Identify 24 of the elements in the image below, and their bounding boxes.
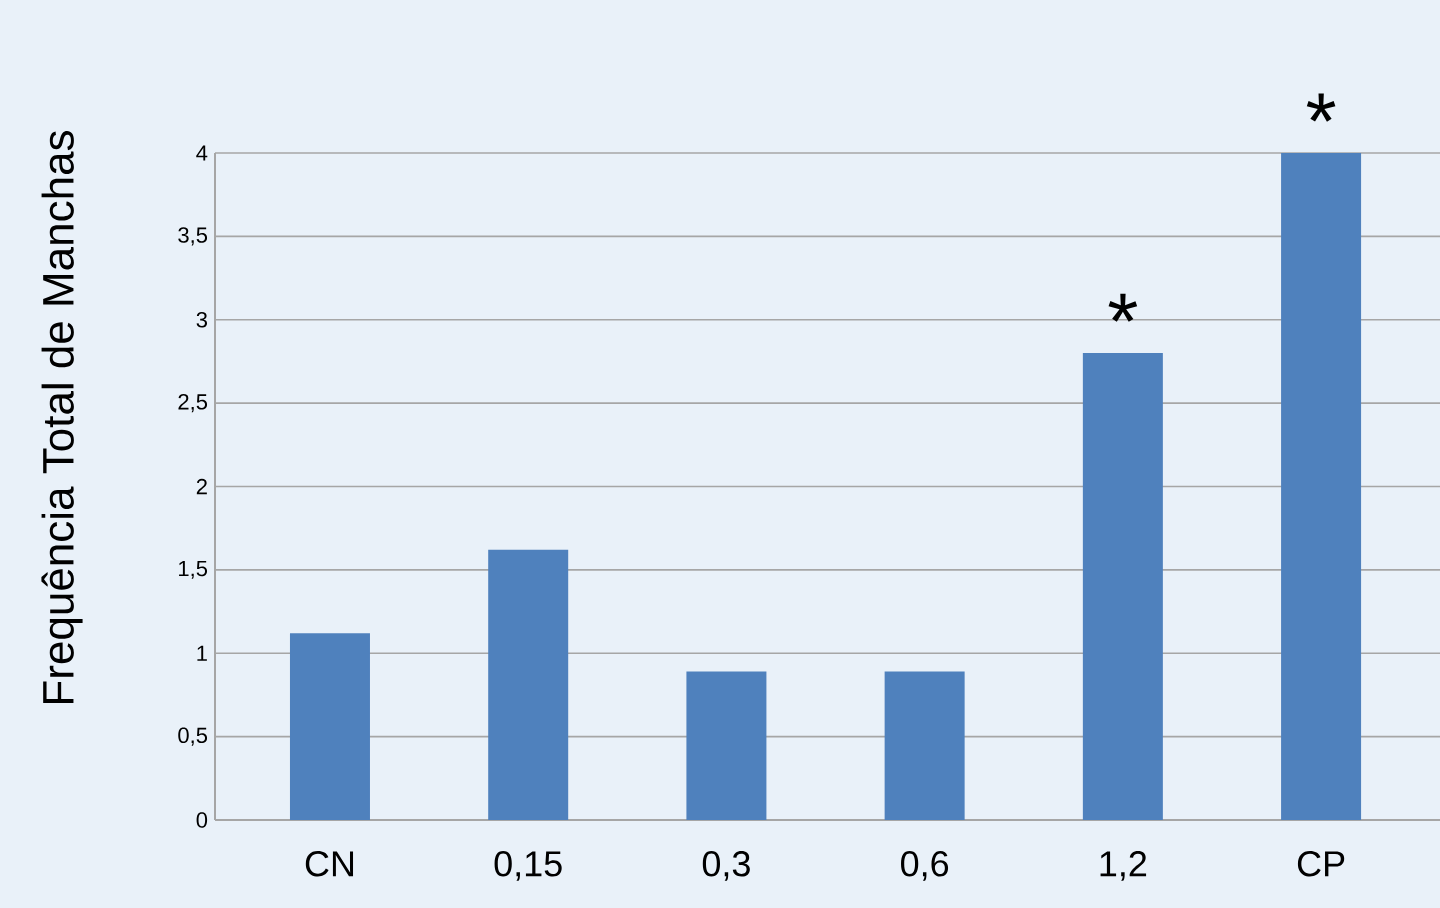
- y-tick-label: 1,5: [179, 560, 208, 579]
- y-tick-label: 0: [196, 812, 208, 828]
- y-tick-label: 2,5: [178, 394, 208, 413]
- x-tick-label: 0,6: [901, 851, 949, 881]
- y-tick-label: 1: [197, 645, 207, 661]
- y-tick-label: 0,5: [178, 727, 208, 746]
- x-tick-label: CN: [305, 851, 354, 877]
- bar: [289, 633, 370, 820]
- x-tick-label: 0,15: [494, 851, 562, 881]
- bar: [488, 549, 569, 820]
- bar: [884, 671, 965, 820]
- x-tick-label: 0,3: [702, 851, 750, 881]
- bar: [1082, 353, 1163, 820]
- bar: [1281, 153, 1362, 820]
- x-tick-label: CP: [1297, 851, 1345, 877]
- y-tick-label: 3,5: [178, 227, 208, 246]
- y-tick-label: 4: [196, 145, 208, 161]
- y-axis-title: Frequência Total de Manchas: [41, 131, 83, 703]
- y-tick-label: 2: [196, 478, 207, 495]
- y-tick-label: 3: [196, 311, 208, 328]
- bar: [686, 671, 767, 820]
- annotation: *: [1108, 293, 1138, 322]
- annotation: *: [1306, 93, 1336, 122]
- x-tick-label: 1,2: [1100, 851, 1147, 881]
